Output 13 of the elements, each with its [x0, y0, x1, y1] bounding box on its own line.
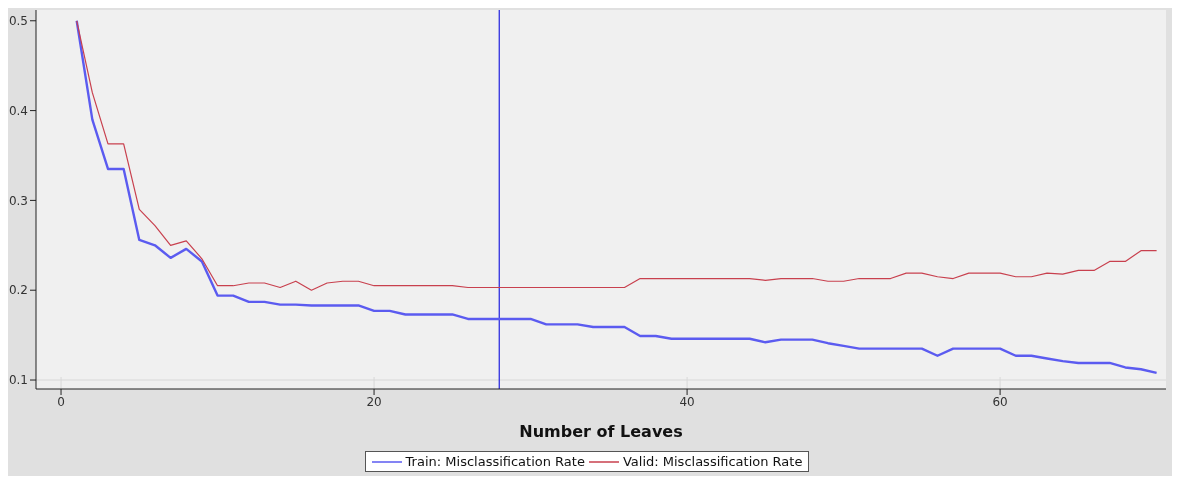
legend-label: Train: Misclassification Rate: [404, 454, 585, 469]
x-tick-label: 20: [366, 394, 382, 409]
y-tick-label: 0.5: [8, 14, 28, 29]
line-series: [76, 20, 1158, 291]
y-tick-label: 0.1: [8, 373, 28, 388]
x-tick-label: 40: [679, 394, 695, 409]
legend-label: Valid: Misclassification Rate: [621, 454, 803, 469]
x-axis-title: Number of Leaves: [519, 422, 683, 441]
y-tick-label: 0.2: [8, 283, 28, 298]
y-tick-label: 0.3: [8, 193, 28, 208]
x-tick-label: 0: [57, 394, 65, 409]
y-tick-label: 0.4: [8, 103, 28, 118]
x-tick-label: 60: [992, 394, 1008, 409]
